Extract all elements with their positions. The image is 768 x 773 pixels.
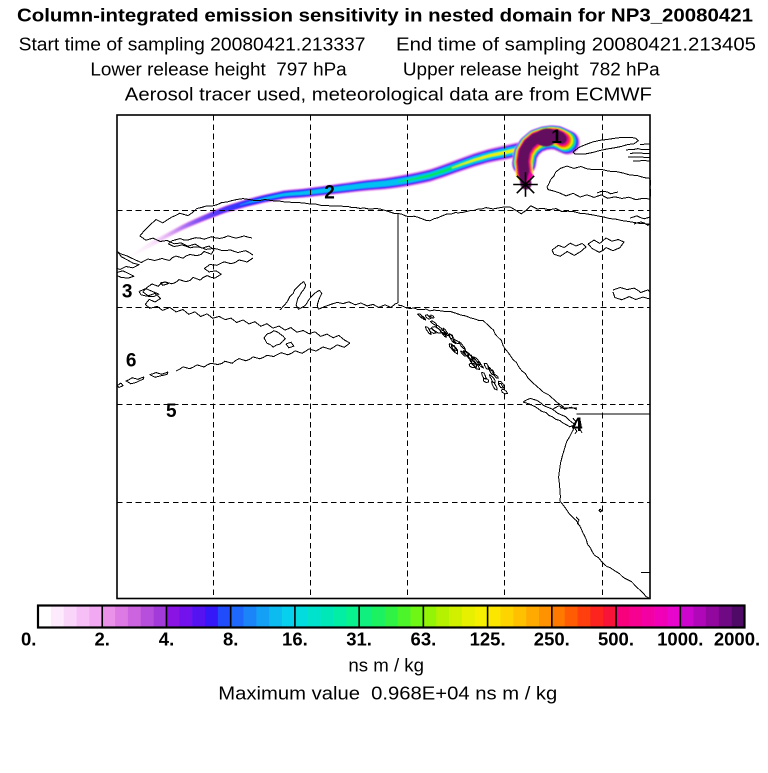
svg-text:2000.: 2000. bbox=[714, 629, 760, 650]
svg-text:63.: 63. bbox=[411, 629, 437, 650]
svg-text:2.: 2. bbox=[94, 629, 109, 650]
svg-text:31.: 31. bbox=[346, 629, 372, 650]
svg-text:500.: 500. bbox=[598, 629, 634, 650]
svg-text:Lower release height 797 hPa: Lower release height 797 hPa bbox=[90, 59, 347, 80]
svg-text:Upper release height 782 hPa: Upper release height 782 hPa bbox=[403, 59, 661, 80]
svg-text:4.: 4. bbox=[159, 629, 174, 650]
svg-text:ns m / kg: ns m / kg bbox=[348, 655, 424, 676]
svg-text:2: 2 bbox=[324, 183, 335, 204]
svg-text:End time of sampling 20080421.: End time of sampling 20080421.213405 bbox=[396, 33, 756, 54]
svg-text:Maximum value 0.968E+04 ns m: Maximum value 0.968E+04 ns m / kg bbox=[218, 683, 557, 704]
svg-text:16.: 16. bbox=[282, 629, 308, 650]
svg-text:250.: 250. bbox=[534, 629, 570, 650]
svg-text:Column-integrated emission sen: Column-integrated emission sensitivity i… bbox=[17, 5, 753, 26]
svg-text:125.: 125. bbox=[470, 629, 506, 650]
svg-text:Aerosol tracer used, meteorolo: Aerosol tracer used, meteorological data… bbox=[125, 84, 652, 105]
svg-text:4: 4 bbox=[572, 415, 583, 436]
svg-text:0.: 0. bbox=[21, 629, 36, 650]
svg-text:5: 5 bbox=[166, 401, 177, 422]
svg-text:3: 3 bbox=[122, 282, 133, 303]
svg-text:8.: 8. bbox=[223, 629, 238, 650]
svg-text:6: 6 bbox=[126, 350, 137, 371]
svg-text:1: 1 bbox=[551, 127, 562, 148]
svg-text:1000.: 1000. bbox=[657, 629, 703, 650]
svg-text:Start time of sampling 2008042: Start time of sampling 20080421.213337 bbox=[19, 33, 366, 54]
